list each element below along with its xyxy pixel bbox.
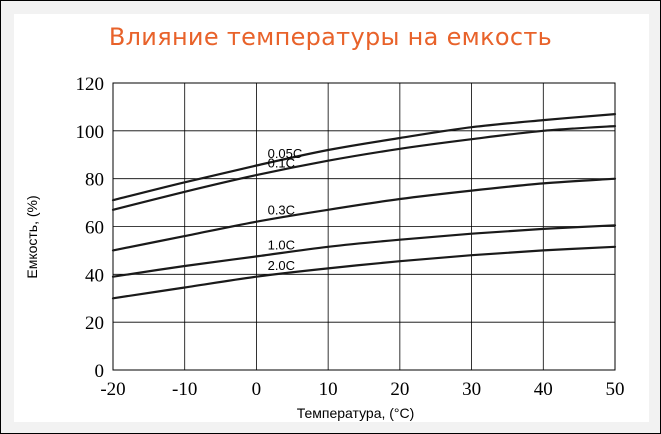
series-label-0.05C: 0.05C xyxy=(268,146,303,161)
y-tick-label: 80 xyxy=(85,170,104,191)
x-axis-title: Температура, (°C) xyxy=(296,405,415,421)
series-label-1.0C: 1.0C xyxy=(268,237,295,252)
series-line-2.0C xyxy=(111,245,617,300)
x-tick-label: 20 xyxy=(390,379,409,400)
grid xyxy=(112,82,616,371)
x-tick-label: 40 xyxy=(534,379,553,400)
y-tick-label: 40 xyxy=(85,265,104,286)
y-axis-title: Емкость, (%) xyxy=(24,195,40,279)
y-tick-label: 120 xyxy=(76,74,105,95)
series-line-0.05C xyxy=(111,113,617,202)
series-label-0.3C: 0.3C xyxy=(268,203,295,218)
series-label-2.0C: 2.0C xyxy=(268,258,295,273)
x-tick-label: 50 xyxy=(606,379,625,400)
series-line-0.3C xyxy=(111,177,617,252)
x-tick-label: 30 xyxy=(462,379,481,400)
y-tick-label: 60 xyxy=(85,218,104,239)
x-tick-labels: -20 -10 0 10 20 30 40 50 xyxy=(100,379,624,400)
y-tick-labels: 0 20 40 60 80 100 120 xyxy=(76,74,105,382)
x-tick-label: -20 xyxy=(100,379,125,400)
y-tick-label: 0 xyxy=(95,361,105,382)
series-label-0.1C: 0.1C xyxy=(268,156,295,171)
series-lines xyxy=(111,113,617,300)
x-tick-label: 0 xyxy=(252,379,262,400)
y-tick-label: 20 xyxy=(85,313,104,334)
chart-title: Влияние температуры на емкость xyxy=(108,23,553,51)
x-tick-label: -10 xyxy=(172,379,197,400)
series-line-0.1C xyxy=(111,125,617,211)
y-tick-label: 100 xyxy=(76,122,105,143)
series-line-1.0C xyxy=(111,224,617,278)
x-tick-label: 10 xyxy=(319,379,338,400)
